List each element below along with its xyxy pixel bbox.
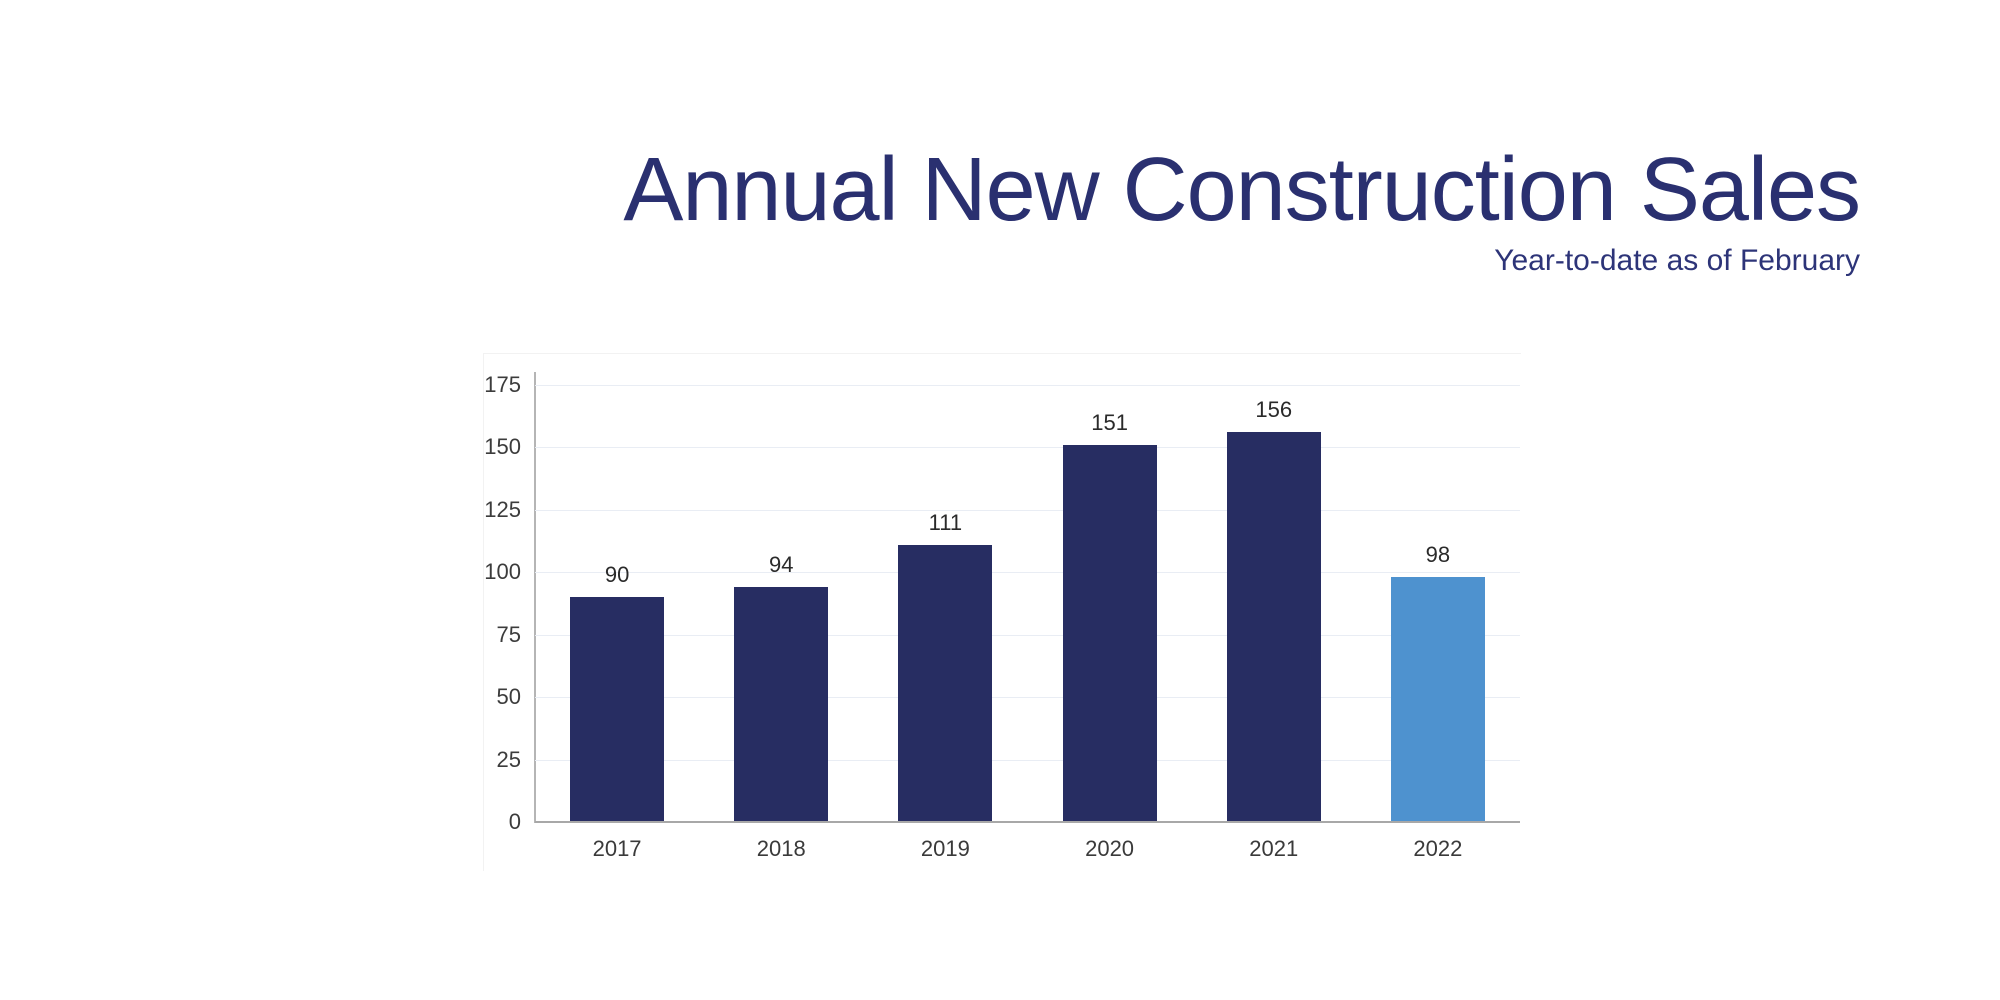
bar-2017: 90 <box>570 562 665 822</box>
bar-value-label-2021: 156 <box>1255 397 1293 423</box>
x-tick-label-2021: 2021 <box>1249 836 1299 861</box>
page-subtitle: Year-to-date as of February <box>1494 244 1860 277</box>
x-axis-baseline <box>535 821 1520 823</box>
y-axis-line <box>534 372 536 823</box>
x-tick-label-2018: 2018 <box>756 836 806 861</box>
bar-value-label-2019: 111 <box>928 509 963 535</box>
y-tick-label-25: 25 <box>496 746 521 772</box>
gridline-y-100 <box>535 572 1520 574</box>
y-tick-label-75: 75 <box>496 621 521 647</box>
bar-chart-plot-area: 0 25 50 75 100 125 150 175 90 2017 94 2018 111 2019 1… <box>484 372 1520 861</box>
page-title: Annual New Construction Sales <box>623 140 1861 240</box>
x-tick-label-2019: 2019 <box>920 836 970 861</box>
gridline-y-75 <box>535 634 1520 636</box>
gridline-y-150 <box>535 447 1520 449</box>
bar-value-label-2020: 151 <box>1091 409 1128 435</box>
y-tick-label-150: 150 <box>484 434 521 460</box>
y-tick-label-50: 50 <box>496 684 521 710</box>
gridline-y-25 <box>535 759 1520 761</box>
y-tick-label-100: 100 <box>484 559 521 585</box>
gridline-y-50 <box>535 697 1520 699</box>
bar-value-label-2018: 94 <box>769 552 794 578</box>
x-tick-label-2022: 2022 <box>1413 836 1463 861</box>
bar-2022: 98 <box>1390 542 1485 822</box>
gridline-y-175 <box>535 385 1520 386</box>
bar-2020: 151 <box>1062 410 1157 822</box>
y-tick-label-125: 125 <box>484 496 521 522</box>
bar-2019: 111 <box>898 510 993 822</box>
bar-2021: 156 <box>1226 397 1321 822</box>
y-tick-label-0: 0 <box>508 809 521 834</box>
x-tick-label-2020: 2020 <box>1085 836 1135 861</box>
bar-2018: 94 <box>734 552 829 822</box>
gridline-y-125 <box>535 509 1520 511</box>
x-tick-label-2017: 2017 <box>592 836 642 861</box>
bar-value-label-2022: 98 <box>1425 542 1451 568</box>
bar-value-label-2017: 90 <box>604 562 630 588</box>
y-tick-label-175: 175 <box>484 372 521 397</box>
